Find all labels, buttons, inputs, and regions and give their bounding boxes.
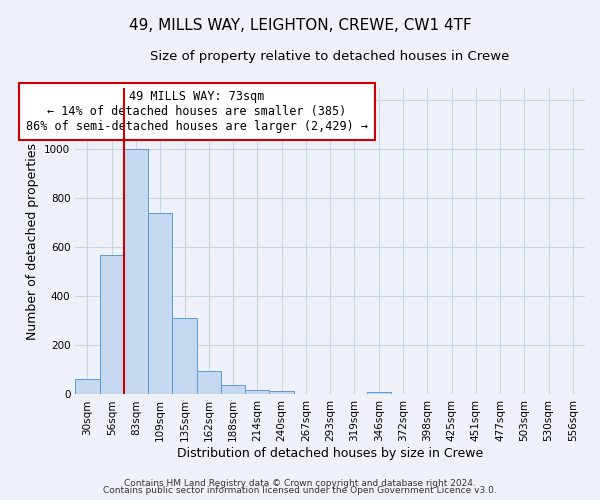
Bar <box>172 318 197 394</box>
Bar <box>367 392 391 394</box>
Title: Size of property relative to detached houses in Crewe: Size of property relative to detached ho… <box>151 50 510 63</box>
Bar <box>245 390 269 394</box>
Bar <box>197 371 221 394</box>
Bar <box>75 378 100 394</box>
Text: Contains HM Land Registry data © Crown copyright and database right 2024.: Contains HM Land Registry data © Crown c… <box>124 478 476 488</box>
Bar <box>100 254 124 394</box>
Y-axis label: Number of detached properties: Number of detached properties <box>26 142 38 340</box>
X-axis label: Distribution of detached houses by size in Crewe: Distribution of detached houses by size … <box>177 447 483 460</box>
Bar <box>124 149 148 394</box>
Bar <box>148 213 172 394</box>
Text: 49 MILLS WAY: 73sqm
← 14% of detached houses are smaller (385)
86% of semi-detac: 49 MILLS WAY: 73sqm ← 14% of detached ho… <box>26 90 368 132</box>
Bar <box>269 391 294 394</box>
Bar <box>221 384 245 394</box>
Text: Contains public sector information licensed under the Open Government Licence v3: Contains public sector information licen… <box>103 486 497 495</box>
Text: 49, MILLS WAY, LEIGHTON, CREWE, CW1 4TF: 49, MILLS WAY, LEIGHTON, CREWE, CW1 4TF <box>128 18 472 32</box>
